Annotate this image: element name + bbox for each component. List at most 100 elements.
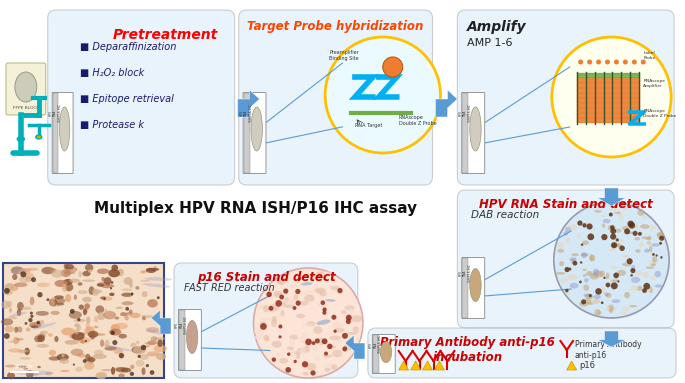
Circle shape (632, 59, 637, 64)
Ellipse shape (565, 237, 571, 243)
FancyBboxPatch shape (244, 93, 250, 173)
Circle shape (28, 318, 33, 322)
Ellipse shape (345, 305, 355, 310)
Ellipse shape (556, 272, 566, 275)
Ellipse shape (634, 224, 639, 230)
Ellipse shape (595, 309, 601, 316)
Ellipse shape (651, 243, 660, 247)
Ellipse shape (16, 270, 30, 274)
Circle shape (77, 318, 81, 321)
Circle shape (660, 256, 662, 259)
Ellipse shape (36, 311, 49, 316)
Circle shape (85, 340, 87, 342)
Ellipse shape (294, 351, 302, 354)
Ellipse shape (55, 280, 68, 287)
Ellipse shape (584, 222, 589, 227)
Ellipse shape (329, 336, 341, 340)
Text: ■ Deparaffinization: ■ Deparaffinization (79, 42, 176, 52)
Ellipse shape (618, 213, 623, 220)
Ellipse shape (320, 291, 327, 296)
Ellipse shape (126, 312, 133, 315)
Circle shape (325, 37, 440, 153)
Ellipse shape (57, 354, 68, 361)
FancyBboxPatch shape (243, 93, 266, 173)
Circle shape (4, 333, 10, 339)
FancyBboxPatch shape (174, 263, 358, 378)
Text: Multiplex HPV RNA ISH/P16 IHC assay: Multiplex HPV RNA ISH/P16 IHC assay (95, 200, 418, 216)
Ellipse shape (97, 312, 105, 320)
Ellipse shape (317, 303, 325, 307)
Ellipse shape (111, 324, 120, 331)
Ellipse shape (65, 294, 71, 302)
Ellipse shape (635, 249, 640, 253)
FancyBboxPatch shape (6, 63, 46, 115)
Ellipse shape (296, 314, 306, 318)
Ellipse shape (108, 269, 120, 277)
Ellipse shape (147, 340, 157, 345)
Ellipse shape (68, 311, 82, 319)
Ellipse shape (332, 350, 342, 357)
FancyBboxPatch shape (179, 309, 201, 370)
Ellipse shape (9, 307, 12, 313)
Ellipse shape (593, 300, 600, 303)
Ellipse shape (565, 227, 571, 232)
Ellipse shape (129, 282, 133, 288)
Ellipse shape (86, 316, 90, 324)
FancyBboxPatch shape (462, 93, 485, 173)
Circle shape (286, 367, 291, 373)
Ellipse shape (109, 270, 115, 272)
Circle shape (131, 292, 134, 295)
Ellipse shape (317, 289, 323, 294)
Text: ■ Protease k: ■ Protease k (79, 120, 144, 130)
Ellipse shape (621, 254, 630, 258)
Ellipse shape (133, 346, 147, 354)
Ellipse shape (147, 329, 164, 335)
Ellipse shape (94, 316, 99, 322)
Ellipse shape (142, 283, 171, 288)
Circle shape (578, 59, 583, 64)
Circle shape (596, 59, 601, 64)
Ellipse shape (282, 301, 286, 306)
Text: 200μm: 200μm (15, 364, 33, 369)
Polygon shape (566, 361, 577, 370)
Ellipse shape (87, 356, 94, 364)
Circle shape (603, 277, 606, 279)
Ellipse shape (1, 318, 13, 326)
Ellipse shape (101, 296, 112, 301)
Ellipse shape (5, 283, 14, 291)
Polygon shape (423, 361, 432, 370)
Ellipse shape (260, 318, 271, 321)
Circle shape (601, 301, 603, 304)
Ellipse shape (65, 264, 74, 270)
Circle shape (295, 289, 301, 294)
Ellipse shape (79, 332, 85, 336)
Circle shape (614, 59, 619, 64)
Ellipse shape (103, 311, 116, 319)
Ellipse shape (93, 333, 105, 336)
Ellipse shape (95, 326, 97, 328)
FancyBboxPatch shape (373, 335, 379, 373)
Circle shape (640, 59, 646, 64)
Ellipse shape (109, 293, 114, 296)
Ellipse shape (313, 326, 323, 334)
Ellipse shape (151, 336, 158, 342)
Ellipse shape (265, 337, 270, 341)
Circle shape (334, 329, 337, 333)
Circle shape (138, 355, 141, 358)
Text: HPV
RNA
ISH/P16 IHC: HPV RNA ISH/P16 IHC (458, 104, 471, 122)
Text: AMP 1-6: AMP 1-6 (467, 38, 513, 48)
Ellipse shape (301, 339, 312, 344)
Ellipse shape (53, 303, 60, 307)
Ellipse shape (611, 244, 617, 249)
Ellipse shape (7, 372, 15, 379)
Circle shape (266, 291, 272, 297)
Ellipse shape (12, 274, 18, 280)
Ellipse shape (49, 350, 56, 356)
Polygon shape (399, 361, 409, 370)
Circle shape (31, 277, 36, 282)
Circle shape (292, 306, 297, 310)
Ellipse shape (622, 307, 630, 311)
Circle shape (327, 344, 332, 349)
Ellipse shape (303, 372, 308, 376)
Ellipse shape (80, 339, 85, 344)
